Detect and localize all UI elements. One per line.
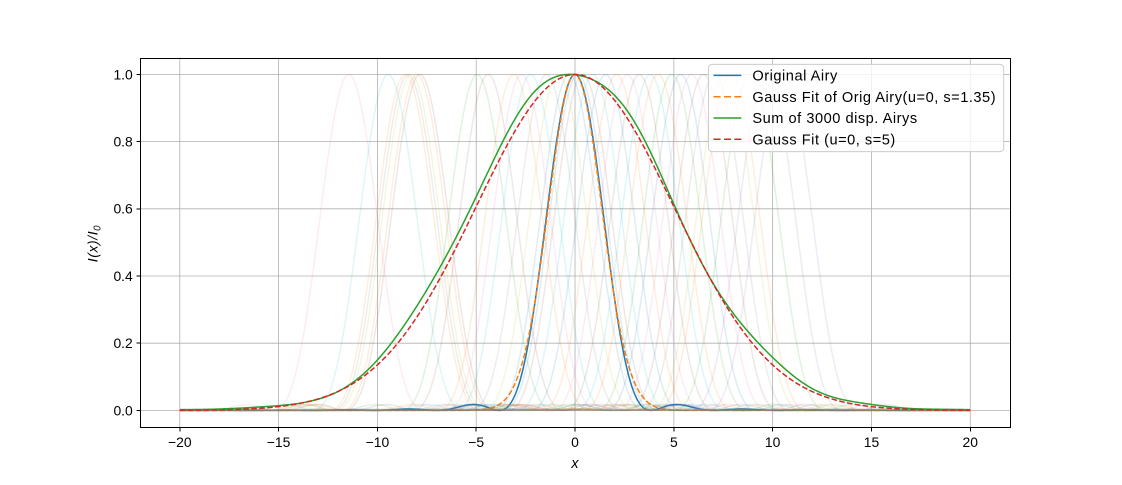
svg-text:5: 5 [670, 434, 678, 450]
svg-text:Gauss Fit (u=0, s=5): Gauss Fit (u=0, s=5) [752, 132, 895, 148]
svg-text:x: x [570, 456, 579, 472]
svg-text:0.2: 0.2 [113, 335, 133, 351]
svg-text:Original Airy: Original Airy [752, 69, 838, 85]
svg-text:−15: −15 [267, 434, 291, 450]
svg-text:20: 20 [963, 434, 979, 450]
svg-text:Sum of 3000 disp. Airys: Sum of 3000 disp. Airys [752, 111, 917, 127]
svg-text:15: 15 [864, 434, 880, 450]
svg-text:10: 10 [765, 434, 781, 450]
svg-text:0: 0 [571, 434, 579, 450]
svg-text:1.0: 1.0 [113, 66, 133, 82]
svg-text:−10: −10 [366, 434, 390, 450]
svg-text:−5: −5 [468, 434, 484, 450]
svg-text:0.6: 0.6 [113, 201, 133, 217]
svg-text:Gauss Fit of Orig Airy(u=0, s=: Gauss Fit of Orig Airy(u=0, s=1.35) [752, 90, 996, 106]
svg-text:0.8: 0.8 [113, 134, 133, 150]
svg-text:0.4: 0.4 [113, 268, 133, 284]
svg-text:0.0: 0.0 [113, 402, 133, 418]
svg-text:I(x)/I0: I(x)/I0 [85, 225, 104, 262]
svg-text:−20: −20 [168, 434, 192, 450]
